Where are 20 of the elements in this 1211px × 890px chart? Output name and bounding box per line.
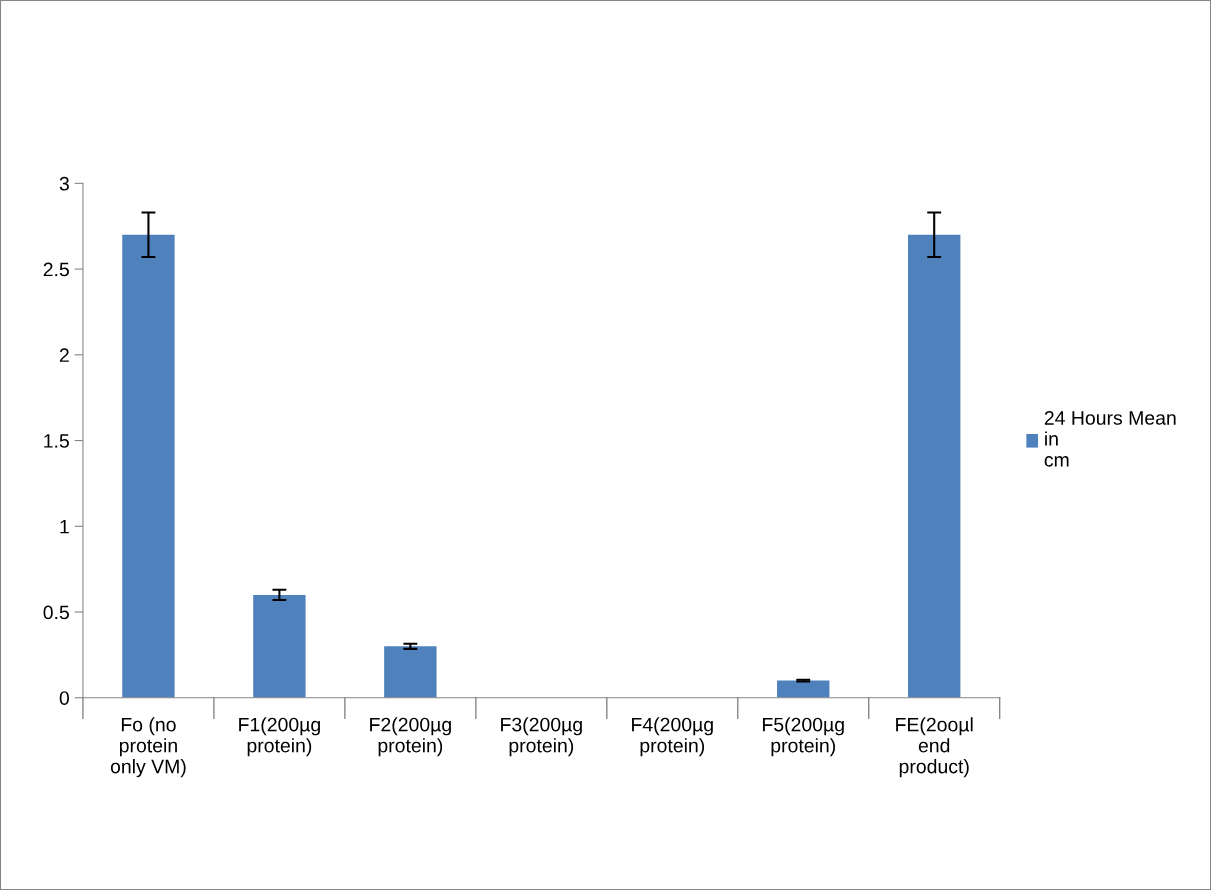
bar — [122, 234, 175, 698]
y-tick-label: 0 — [59, 691, 69, 705]
bar — [777, 680, 830, 698]
y-tick-label: 1.5 — [44, 434, 69, 448]
x-tick-label: Fo (no protein only VM) — [110, 717, 186, 778]
y-tick-label: 3 — [59, 176, 69, 191]
x-tick-label: F1(200µg protein) — [239, 717, 320, 757]
y-tick-label: 0.5 — [43, 605, 69, 620]
y-tick-label: 2.5 — [43, 262, 69, 277]
y-tick-label: 1 — [60, 519, 69, 534]
bar — [908, 234, 961, 698]
x-tick-label: F2(200µg protein) — [370, 717, 451, 757]
bar — [384, 646, 437, 698]
x-tick-label: F3(200µg protein) — [501, 717, 582, 757]
x-tick-label: F5(200µg protein) — [763, 717, 844, 757]
x-tick-label: FE(2ooµl end product) — [896, 717, 973, 778]
bar — [253, 594, 306, 698]
x-tick-label: F4(200µg protein) — [632, 717, 713, 757]
legend-label: 24 Hours Mean in cm — [1044, 411, 1176, 467]
y-tick-label: 2 — [59, 348, 69, 362]
